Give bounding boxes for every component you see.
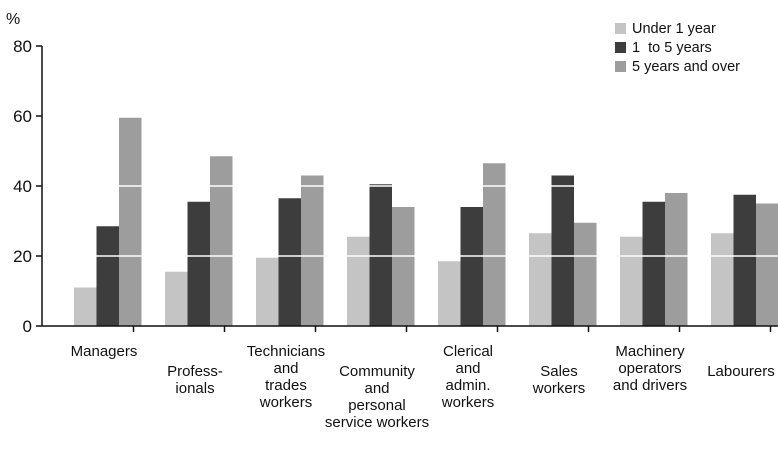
y-tick-label-40: 40 — [13, 177, 32, 196]
bar-profess-ionals-5-years-and-over — [210, 156, 233, 326]
y-tick-label-20: 20 — [13, 247, 32, 266]
bar-profess-ionals-1-to-5-years — [187, 201, 210, 326]
bar-community-and-personal-service-workers-under-1-year — [347, 236, 370, 326]
bar-profess-ionals-under-1-year — [165, 271, 188, 326]
bar-technicians-and-trades-workers-under-1-year — [256, 257, 279, 326]
bar-managers-under-1-year — [74, 287, 97, 326]
x-category-label-machinery-operators-and-drivers: Machinery operators and drivers — [613, 343, 687, 394]
x-category-label-managers: Managers — [71, 343, 138, 360]
bar-machinery-operators-and-drivers-under-1-year — [620, 236, 643, 326]
gridlines-group — [42, 45, 778, 257]
bar-machinery-operators-and-drivers-1-to-5-years — [642, 201, 665, 326]
legend: Under 1 year 1 to 5 years 5 years and over — [615, 21, 740, 75]
x-category-label-technicians-and-trades-workers: Technicians and trades workers — [247, 343, 325, 411]
bar-clerical-and-admin-workers-1-to-5-years — [460, 207, 483, 326]
y-tick-label-60: 60 — [13, 107, 32, 126]
bar-technicians-and-trades-workers-5-years-and-over — [301, 175, 324, 326]
bar-sales-workers-under-1-year — [529, 233, 552, 326]
legend-label-5-years-and-over: 5 years and over — [632, 59, 740, 75]
x-category-label-sales-workers: Sales workers — [532, 363, 586, 397]
legend-label-1-to-5-years: 1 to 5 years — [632, 40, 712, 56]
legend-swatch-5-years-and-over — [615, 61, 626, 72]
x-labels-group: Managers Profess-ionals Technicians and trad… — [71, 343, 775, 431]
bar-clerical-and-admin-workers-under-1-year — [438, 261, 461, 326]
bar-labourers-5-years-and-over — [756, 203, 778, 326]
legend-swatch-under-1-year — [615, 23, 626, 34]
bar-sales-workers-1-to-5-years — [551, 175, 574, 326]
bar-community-and-personal-service-workers-5-years-and-over — [392, 207, 415, 326]
bar-labourers-1-to-5-years — [733, 194, 756, 326]
x-category-label-clerical-and-admin-workers: Clerical and admin. workers — [441, 343, 495, 411]
bar-sales-workers-5-years-and-over — [574, 222, 597, 326]
x-category-label-community-and-personal-service-workers: Community and personal service workers — [325, 363, 429, 431]
y-axis-unit-label: % — [6, 11, 20, 28]
bar-clerical-and-admin-workers-5-years-and-over — [483, 163, 506, 326]
x-category-label-profess-ionals: Profess-ionals — [167, 363, 223, 397]
bar-managers-5-years-and-over — [119, 117, 142, 326]
bar-labourers-under-1-year — [711, 233, 734, 326]
bar-technicians-and-trades-workers-1-to-5-years — [278, 198, 301, 326]
bar-machinery-operators-and-drivers-5-years-and-over — [665, 193, 688, 326]
y-tick-label-80: 80 — [13, 37, 32, 56]
bar-managers-1-to-5-years — [96, 226, 119, 326]
x-category-label-labourers: Labourers — [707, 363, 775, 380]
legend-label-under-1-year: Under 1 year — [632, 21, 716, 37]
y-tick-label-0: 0 — [23, 317, 32, 336]
bar-community-and-personal-service-workers-1-to-5-years — [369, 184, 392, 326]
legend-swatch-1-to-5-years — [615, 42, 626, 53]
y-ticks-group: 0 20 40 60 80 — [13, 37, 42, 336]
bars-group — [74, 117, 778, 326]
